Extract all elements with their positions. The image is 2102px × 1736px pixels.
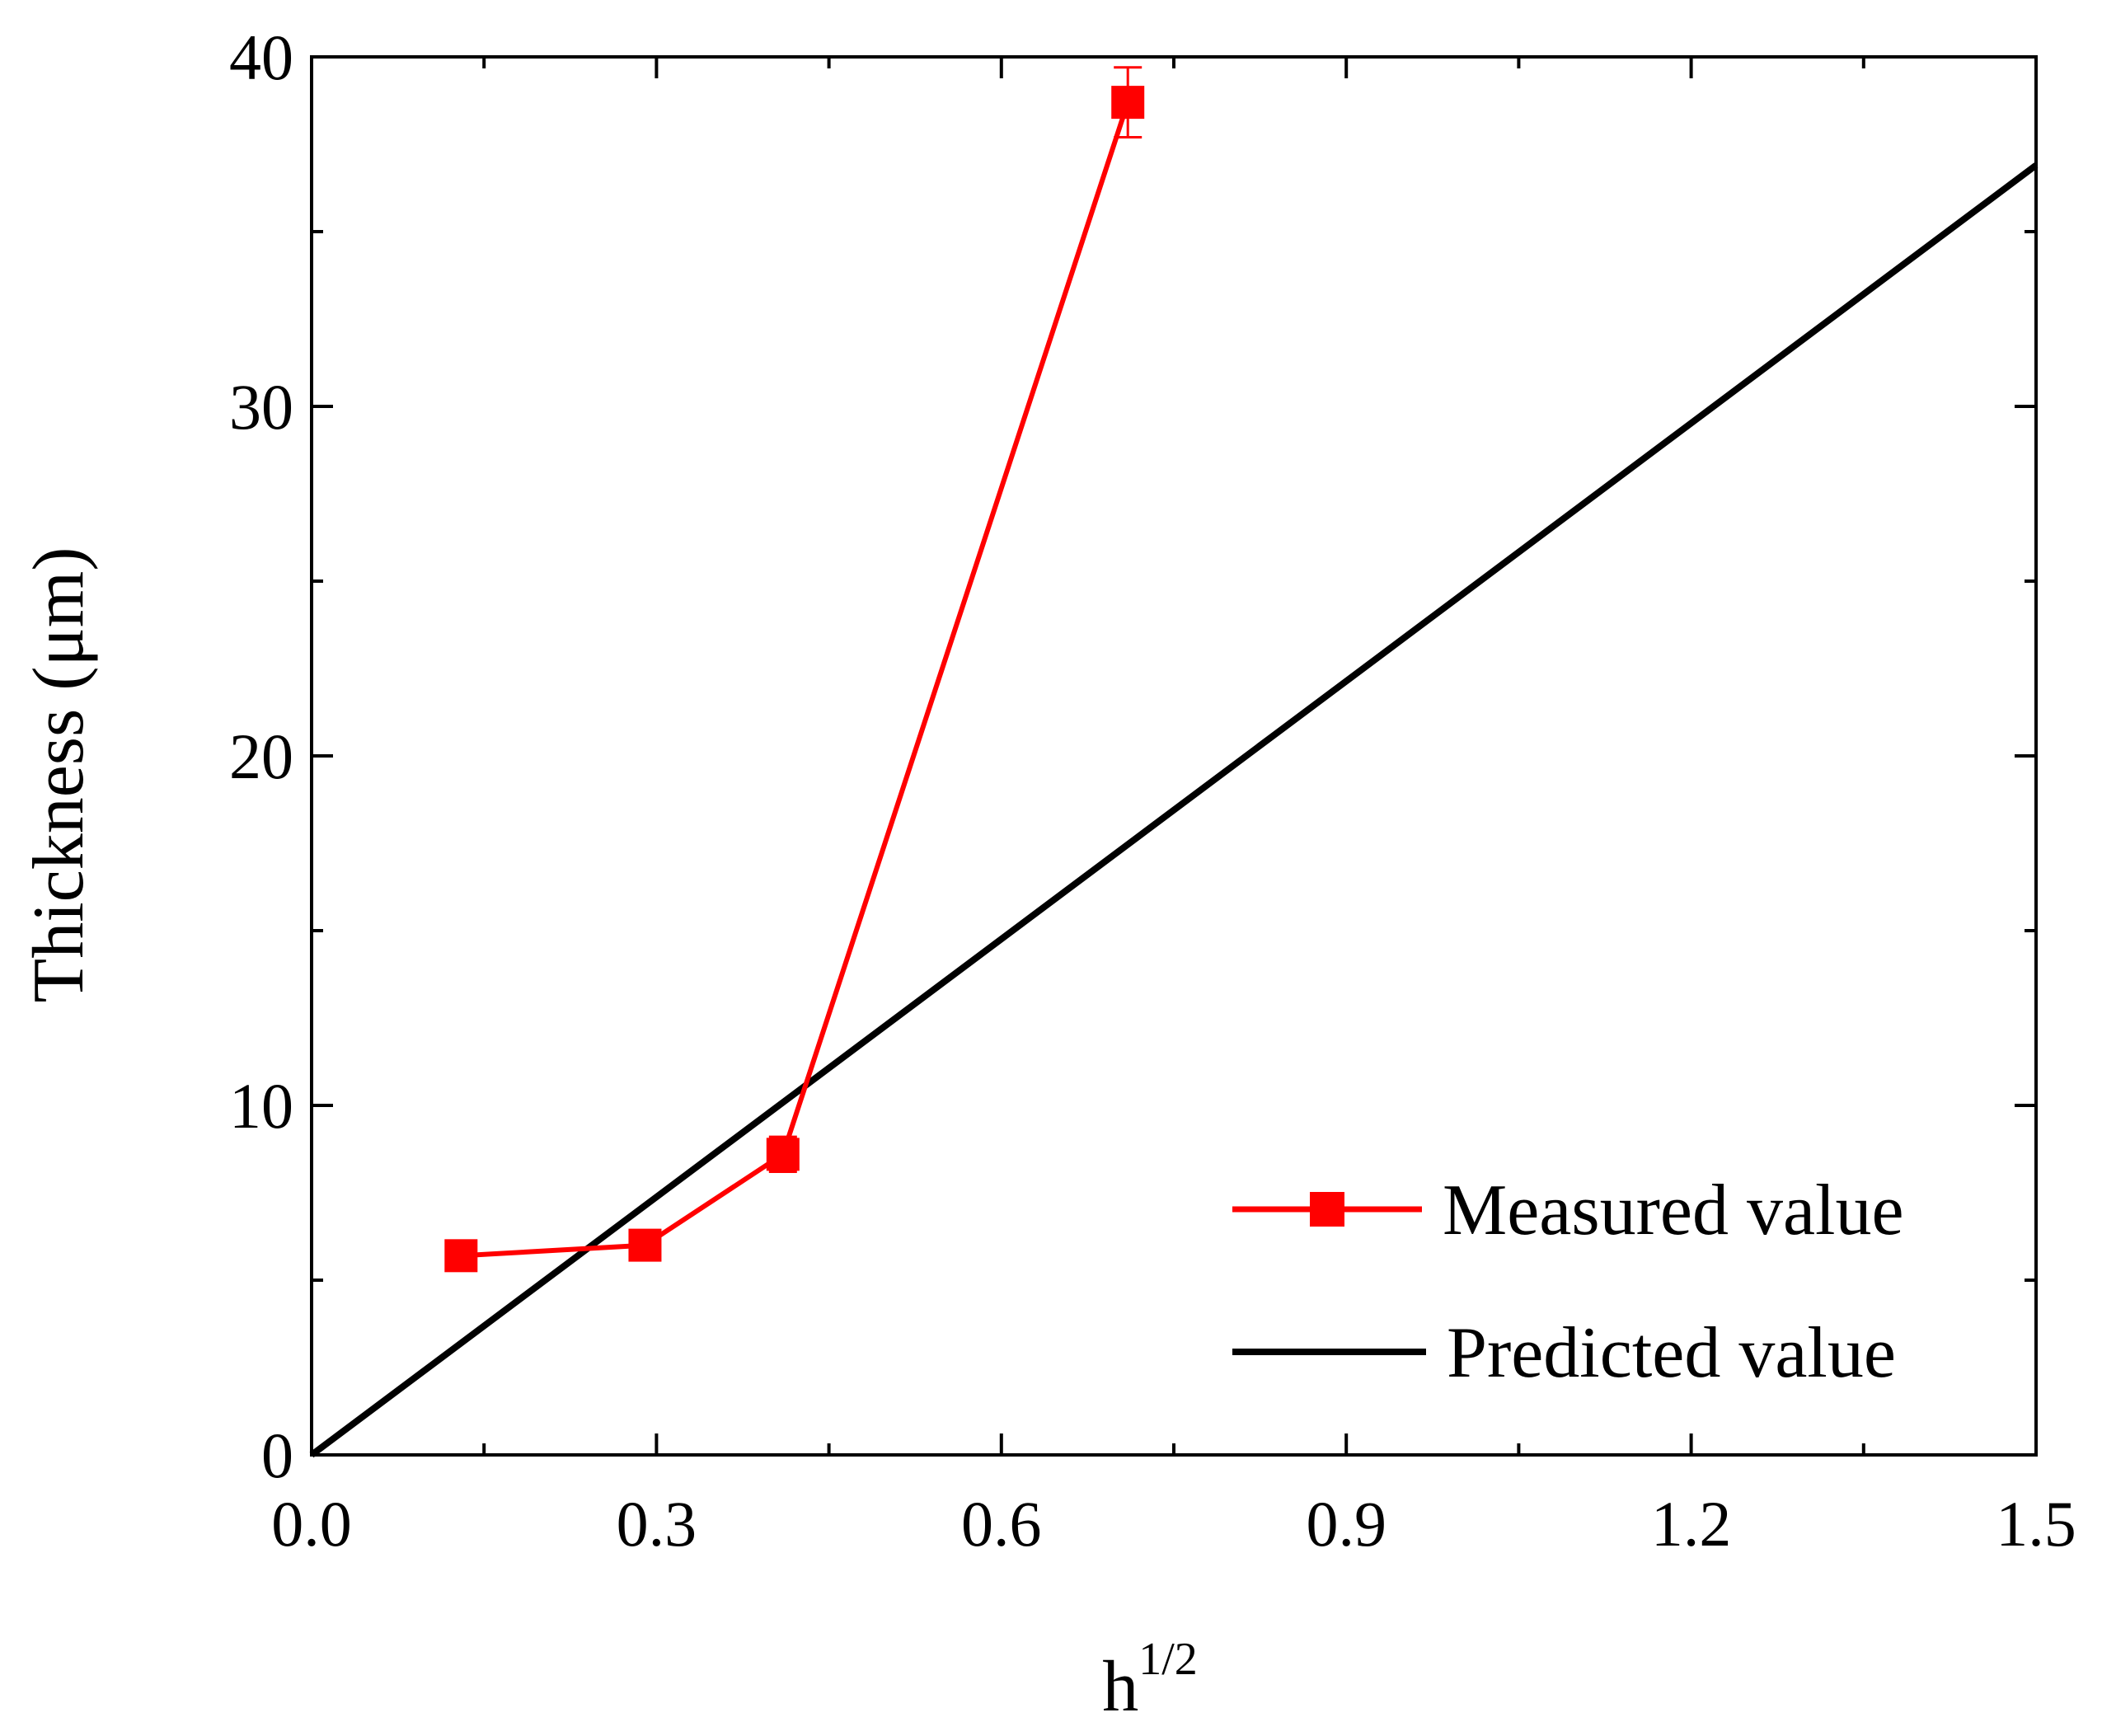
ticks-layer: 0.0 0.3 0.6 0.9 1.2 1.5 0 10 20 30 40 [229,21,2076,1560]
y-tick-label: 20 [229,720,293,792]
x-tick-label: 0.6 [961,1488,1042,1560]
x-axis-title: h1/2 [1102,1634,1198,1727]
x-axis-title-superscript: 1/2 [1138,1634,1198,1685]
y-tick-label: 40 [229,21,293,93]
measured-value-line [461,101,1131,1259]
legend: Measured value Predicted value [1232,1171,1904,1393]
predicted-value-line [309,162,2039,1458]
measured-point [766,1138,800,1171]
measured-point [444,1239,478,1273]
legend-measured-marker [1310,1192,1344,1227]
legend-measured-label: Measured value [1443,1171,1904,1250]
x-axis-title-base: h [1102,1647,1138,1727]
x-tick-label: 0.9 [1306,1488,1386,1560]
y-axis-title: Thickness (μm) [19,547,99,1002]
legend-predicted-label: Predicted value [1447,1313,1896,1393]
x-tick-label: 0.0 [271,1488,352,1560]
y-tick-label: 30 [229,371,293,443]
series-layer [309,66,2039,1458]
x-tick-label: 1.5 [1996,1488,2076,1560]
plot-frame [310,55,2038,1457]
y-tick-label: 10 [229,1070,293,1142]
measured-point [628,1228,662,1262]
x-tick-label: 0.3 [617,1488,697,1560]
x-tick-label: 1.2 [1651,1488,1732,1560]
measured-point [1111,86,1145,120]
y-tick-label: 0 [261,1419,293,1491]
